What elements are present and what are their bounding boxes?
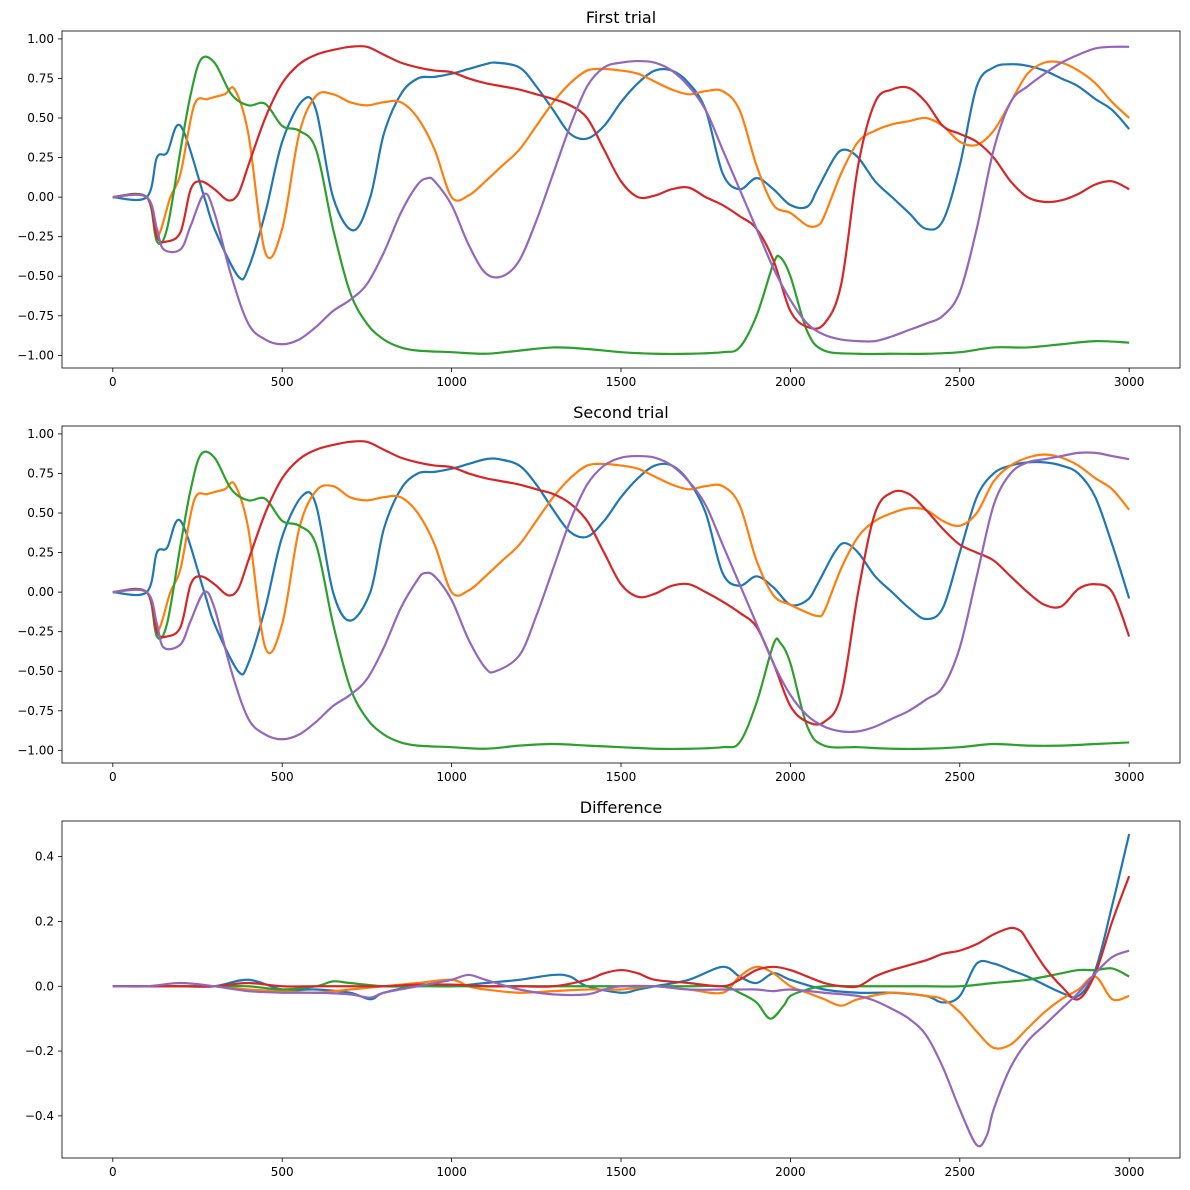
y-tick-label: −0.50 <box>17 664 54 678</box>
y-tick-label: 0.25 <box>27 546 54 560</box>
subplot-title: Difference <box>580 798 662 817</box>
y-tick-label: −0.75 <box>17 704 54 718</box>
series-group <box>112 833 1131 1148</box>
series-line-4 <box>112 875 1131 1001</box>
x-tick-label: 1500 <box>606 1165 637 1179</box>
series-line-5 <box>112 451 1130 741</box>
series-group <box>112 440 1131 751</box>
x-tick-label: 2500 <box>945 770 976 784</box>
series-line-2 <box>112 453 1131 655</box>
subplot-first-trial: First trial 0 500 1000 1500 2000 2500 3000 −1.0… <box>17 8 1181 389</box>
series-line-2 <box>112 60 1130 260</box>
series-line-1 <box>112 61 1131 281</box>
y-tick-label: −0.25 <box>17 230 54 244</box>
subplot-title: Second trial <box>573 403 669 422</box>
x-tick-label: 1000 <box>436 375 467 389</box>
x-tick-label: 0 <box>109 770 117 784</box>
y-tick-label: 0.0 <box>35 979 54 993</box>
series-line-1 <box>112 457 1131 676</box>
subplot-second-trial: Second trial 0 500 1000 1500 2000 2500 3000 −1.… <box>17 403 1181 784</box>
series-line-5 <box>112 45 1130 346</box>
y-tick-label: −0.75 <box>17 309 54 323</box>
y-tick-label: 0.2 <box>35 914 54 928</box>
x-tick-label: 1500 <box>606 770 637 784</box>
y-tick-label: −0.4 <box>25 1109 54 1123</box>
y-tick-label: 1.00 <box>27 427 54 441</box>
x-tick-label: 2500 <box>945 375 976 389</box>
x-tick-label: 500 <box>271 770 294 784</box>
x-tick-label: 500 <box>271 375 294 389</box>
x-tick-label: 2500 <box>945 1165 976 1179</box>
x-tick-label: 3000 <box>1114 1165 1145 1179</box>
y-tick-label: −0.25 <box>17 625 54 639</box>
y-tick-label: 0.50 <box>27 506 54 520</box>
x-tick-label: 1000 <box>436 1165 467 1179</box>
x-tick-label: 500 <box>271 1165 294 1179</box>
x-tick-label: 1500 <box>606 375 637 389</box>
y-tick-label: 0.75 <box>27 71 54 85</box>
y-tick-label: 0.4 <box>35 850 54 864</box>
y-tick-label: 1.00 <box>27 32 54 46</box>
x-tick-label: 0 <box>109 375 117 389</box>
y-tick-label: 0.00 <box>27 585 54 599</box>
y-tick-label: −0.50 <box>17 269 54 283</box>
series-line-3 <box>112 55 1130 356</box>
series-line-4 <box>112 45 1130 330</box>
x-tick-label: 0 <box>109 1165 117 1179</box>
y-tick-label: 0.75 <box>27 466 54 480</box>
x-tick-label: 3000 <box>1114 770 1145 784</box>
series-line-2 <box>112 965 1130 1050</box>
series-group <box>112 45 1131 356</box>
x-tick-label: 2000 <box>775 375 806 389</box>
y-tick-label: 0.00 <box>27 190 54 204</box>
y-tick-label: −1.00 <box>17 743 54 757</box>
series-line-4 <box>112 440 1131 726</box>
x-tick-label: 1000 <box>436 770 467 784</box>
subplot-title: First trial <box>586 8 656 27</box>
y-tick-label: −1.00 <box>17 348 54 362</box>
y-tick-label: −0.2 <box>25 1044 54 1058</box>
x-tick-label: 2000 <box>775 770 806 784</box>
series-line-5 <box>112 949 1130 1148</box>
series-line-1 <box>112 833 1131 1004</box>
y-tick-label: 0.25 <box>27 151 54 165</box>
y-tick-label: 0.50 <box>27 111 54 125</box>
subplot-difference: Difference 0 500 1000 1500 2000 2500 3000 −0.4 −… <box>25 798 1181 1179</box>
x-tick-label: 2000 <box>775 1165 806 1179</box>
x-tick-label: 3000 <box>1114 375 1145 389</box>
series-line-3 <box>112 450 1130 751</box>
